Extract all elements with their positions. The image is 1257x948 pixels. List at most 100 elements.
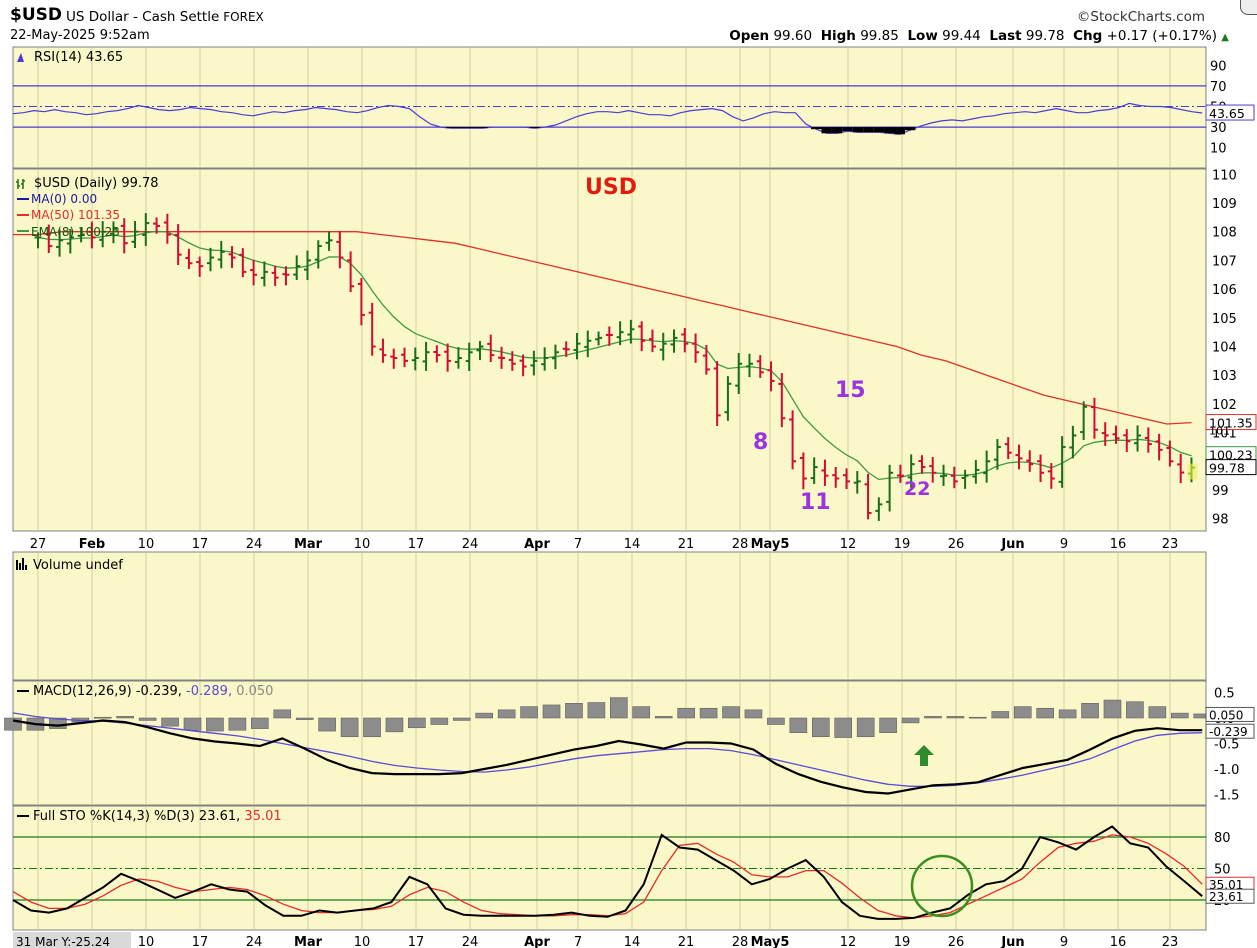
macd-legend: MACD(12,26,9) -0.239, -0.289, 0.050 (33, 684, 273, 699)
x-axis-tick-label: Jun (1000, 537, 1024, 552)
macd-histogram-bar (1171, 712, 1189, 719)
macd-histogram-bar (93, 716, 112, 719)
sto-k-line (12, 825, 1203, 920)
macd-histogram-bar (116, 716, 134, 719)
bottom-x-axis-tick-label: 9 (1060, 935, 1068, 948)
x-axis-tick-label: Mar (294, 537, 323, 552)
bottom-x-axis-tick-label: 16 (1110, 935, 1127, 948)
price-y-tick-label: 106 (1212, 283, 1237, 298)
bottom-x-axis-tick-label: 17 (192, 935, 209, 948)
macd-histogram-bar (251, 717, 269, 729)
bottom-axis-range-label: 31 Mar Y:-25.24 (16, 935, 110, 948)
macd-histogram-bar (767, 717, 785, 725)
ema8-value-label: 100.23 (1209, 448, 1253, 463)
sto-legend: Full STO %K(14,3) %D(3) 23.61, 35.01 (33, 809, 282, 824)
chart-header: $USD US Dollar - Cash Settle FOREX 22-May… (0, 0, 1257, 46)
rsi-value-label: 43.65 (1209, 106, 1245, 121)
bottom-x-axis-tick-label: Jun (1000, 935, 1024, 948)
vol-panel-background (12, 551, 1207, 681)
rsi-oversold-fill (456, 127, 467, 129)
low-label: Low (907, 28, 938, 44)
macd-value-label: -0.239 (1209, 725, 1248, 739)
macd-y-tick-label: 0.5 (1214, 687, 1235, 702)
macd-histogram-bar (138, 717, 157, 721)
rsi-panel-background (12, 46, 1207, 169)
macd-legend-signal: -0.289, (186, 684, 236, 699)
macd-histogram-bar (452, 717, 471, 721)
ma0-legend: MA(0) 0.00 (31, 192, 97, 206)
macd-y-tick-label: -1.0 (1214, 763, 1239, 778)
price-legend: $USD (Daily) 99.78 (34, 176, 159, 191)
price-y-tick-label: 101 (1212, 427, 1237, 442)
rsi-oversold-fill (904, 127, 916, 131)
macd-histogram-bar (1126, 701, 1144, 719)
rsi-oversold-fill (821, 127, 832, 134)
chart-annotation-title: USD (585, 175, 637, 200)
volume-legend-icon (16, 558, 27, 570)
macd-histogram-bar (363, 717, 381, 738)
macd-histogram-bar (49, 717, 67, 729)
macd-histogram-bar (542, 704, 561, 719)
ma50-value-label-box (1205, 414, 1257, 431)
low-value: 99.44 (942, 28, 981, 44)
macd-legend-main: MACD(12,26,9) -0.239, (33, 684, 186, 699)
rsi-value-box (1205, 104, 1255, 121)
x-axis-tick-label: 19 (894, 537, 911, 552)
bottom-x-axis-tick-label: 12 (840, 935, 857, 948)
x-axis-tick-label: 10 (354, 537, 371, 552)
settings-corner-icon[interactable] (1240, 0, 1257, 15)
price-y-tick-label: 99 (1212, 484, 1229, 499)
macd-histogram-bar (206, 717, 224, 732)
rsi-oversold-fill (873, 127, 885, 133)
rsi-y-tick-label: 70 (1210, 80, 1227, 95)
annotation-15: 15 (835, 378, 866, 403)
macd-histogram-bar (1013, 706, 1032, 719)
macd-y-tick-label: -1.5 (1214, 789, 1239, 804)
ma50-legend: MA(50) 101.35 (31, 208, 120, 222)
macd-histogram-bar (408, 717, 426, 729)
price-y-tick-label: 108 (1212, 226, 1237, 241)
high-label: High (820, 28, 856, 44)
rsi-oversold-fill (842, 127, 853, 132)
macd-histogram-bar (520, 706, 538, 719)
rsi-oversold-fill (831, 127, 843, 134)
macd-histogram-bar (228, 717, 247, 731)
macd-histogram-bar (699, 707, 718, 719)
sto-k-value-label: 23.61 (1209, 890, 1243, 904)
macd-histogram-bar (632, 706, 651, 719)
macd-histogram-bar (744, 709, 763, 719)
price-y-tick-label: 98 (1212, 513, 1229, 528)
macd-histogram-bar (610, 697, 628, 719)
x-axis-tick-label: 10 (138, 537, 155, 552)
ema8-line (37, 230, 1192, 481)
bottom-x-axis-tick-label: Apr (524, 935, 550, 948)
annotation-11: 11 (800, 490, 831, 515)
macd-histogram-bar (273, 709, 292, 719)
x-axis-tick-label: 24 (462, 537, 479, 552)
bottom-x-axis-tick-label: 21 (678, 935, 695, 948)
macd-histogram-bar (430, 717, 449, 725)
annotation-22: 22 (904, 478, 931, 500)
bottom-x-axis-tick-label: 17 (408, 935, 425, 948)
x-axis-tick-label: Apr (524, 537, 550, 552)
price-y-tick-label: 102 (1212, 398, 1237, 413)
macd-histogram-bar (856, 717, 875, 738)
rsi-oversold-fill (852, 127, 864, 133)
macd-histogram-bar (834, 717, 853, 738)
macd-histogram-bar (1103, 699, 1122, 719)
macd-histogram-bar (991, 711, 1010, 719)
rsi-y-tick-label: 10 (1210, 142, 1227, 157)
open-label: Open (729, 28, 770, 44)
chart-datetime: 22-May-2025 9:52am (10, 28, 150, 43)
ma50-line (13, 231, 1192, 425)
bottom-x-axis-tick-label: 24 (246, 935, 263, 948)
bottom-x-axis-tick-label: 28 (732, 935, 749, 948)
macd-hist-value-label: 0.050 (1209, 708, 1243, 722)
macd-histogram-bar (1081, 703, 1099, 719)
rsi-oversold-fill (529, 127, 540, 129)
last-label: Last (989, 28, 1022, 44)
high-value: 99.85 (860, 28, 899, 44)
brand-label: ©StockCharts.com (1076, 9, 1205, 25)
volume-legend: Volume undef (33, 558, 123, 573)
